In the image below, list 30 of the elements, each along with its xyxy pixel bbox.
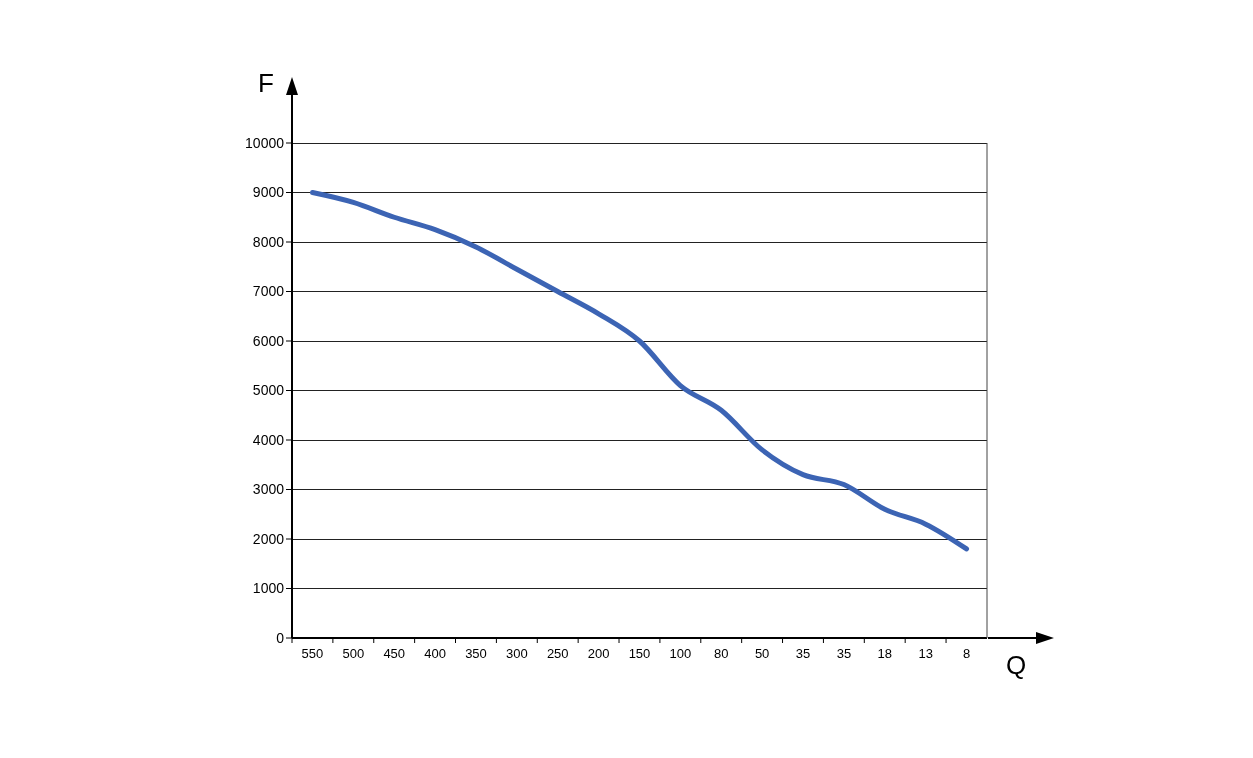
x-tick-label: 8 [962, 646, 971, 661]
y-axis-title: F [258, 68, 274, 98]
x-tick-label: 18 [877, 646, 893, 661]
x-tick-label: 500 [342, 646, 365, 661]
x-tick-label: 13 [918, 646, 933, 661]
x-tick-label: 400 [424, 646, 446, 661]
x-tick-label: 200 [587, 646, 610, 661]
y-tick-label: 6000 [252, 332, 285, 349]
x-tick-label: 150 [628, 646, 651, 661]
x-tick-label: 450 [383, 646, 406, 661]
y-tick-label: 10000 [245, 134, 285, 151]
x-tick-label: 100 [669, 646, 692, 661]
x-tick-label: 300 [506, 646, 528, 661]
x-tick-label: 350 [465, 646, 487, 661]
y-tick-label: 1000 [252, 580, 285, 597]
y-tick-label: 9000 [252, 184, 285, 201]
y-tick-label: 3000 [252, 481, 285, 498]
x-axis-title: Q [1006, 650, 1027, 680]
y-tick-label: 0 [276, 629, 285, 646]
x-tick-label: 35 [795, 646, 811, 661]
y-tick-label: 4000 [252, 431, 285, 448]
y-tick-label: 5000 [252, 382, 285, 399]
x-tick-label: 80 [714, 646, 729, 661]
y-tick-label: 2000 [252, 530, 285, 547]
x-tick-label: 250 [546, 646, 569, 661]
x-tick-label: 550 [301, 646, 324, 661]
x-tick-label: 50 [754, 646, 770, 661]
y-tick-label: 7000 [252, 283, 285, 300]
y-tick-label: 8000 [252, 233, 285, 250]
x-tick-label: 35 [836, 646, 852, 661]
